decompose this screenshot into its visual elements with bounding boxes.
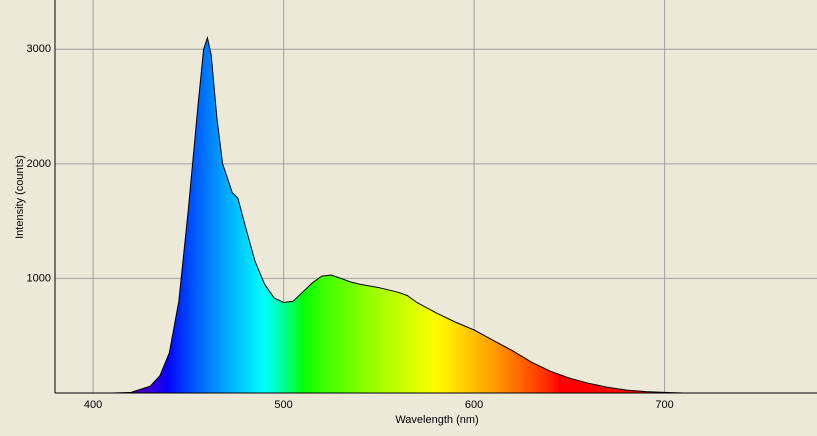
x-tick-label: 700: [655, 399, 673, 411]
spectrum-area: [112, 37, 684, 394]
spectrum-line: [112, 35, 684, 394]
y-tick-label: 1000: [27, 272, 51, 284]
y-tick-label: 3000: [27, 43, 51, 55]
x-axis-title: Wavelength (nm): [395, 414, 478, 426]
x-tick-label: 400: [84, 399, 102, 411]
y-tick-label: 2000: [27, 158, 51, 170]
x-tick-label: 500: [274, 399, 292, 411]
y-axis-title: Intensity (counts): [14, 155, 26, 239]
x-tick-label: 600: [465, 399, 483, 411]
